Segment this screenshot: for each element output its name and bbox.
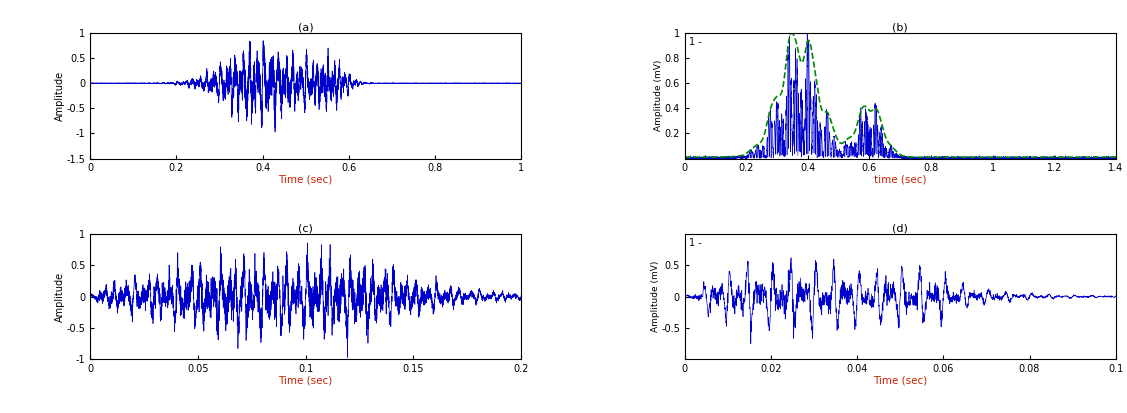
- Text: 1 -: 1 -: [689, 237, 702, 247]
- X-axis label: time (sec): time (sec): [875, 175, 926, 185]
- Y-axis label: Amplitude: Amplitude: [55, 271, 65, 322]
- Title: (c): (c): [299, 223, 313, 233]
- Y-axis label: Amplitude: Amplitude: [55, 71, 65, 121]
- Y-axis label: Amplitude (mV): Amplitude (mV): [654, 60, 663, 131]
- Title: (d): (d): [893, 223, 908, 233]
- X-axis label: Time (sec): Time (sec): [278, 375, 332, 386]
- Title: (a): (a): [298, 22, 313, 32]
- Text: 1 -: 1 -: [689, 37, 702, 47]
- Y-axis label: Amplitude (mV): Amplitude (mV): [650, 261, 659, 332]
- X-axis label: Time (sec): Time (sec): [873, 375, 928, 386]
- X-axis label: Time (sec): Time (sec): [278, 175, 332, 185]
- Title: (b): (b): [893, 22, 908, 32]
